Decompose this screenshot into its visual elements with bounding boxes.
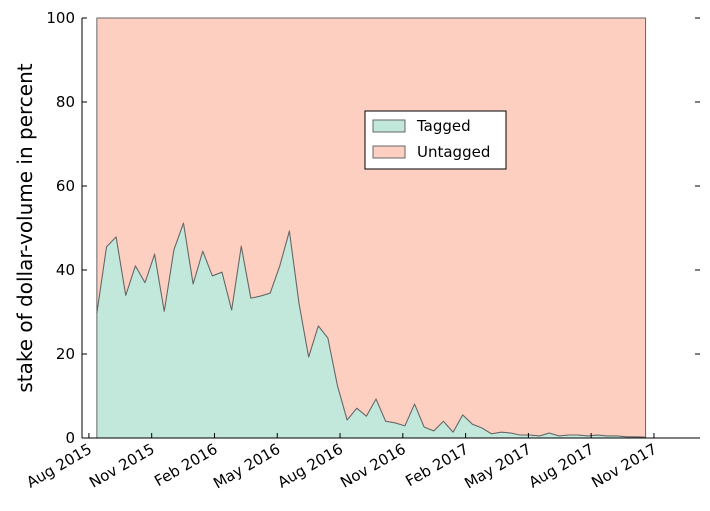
legend: Tagged Untagged	[364, 110, 507, 170]
y-axis-label: stake of dollar-volume in percent	[13, 63, 37, 392]
x-tick-label: Nov 2016	[337, 440, 409, 492]
legend-label: Untagged	[417, 143, 490, 161]
legend-swatch	[372, 145, 406, 159]
x-tick-label: May 2016	[210, 440, 283, 493]
legend-label: Tagged	[416, 117, 471, 135]
x-tick-label: Nov 2015	[86, 440, 158, 492]
x-tick-label: Feb 2017	[402, 440, 471, 490]
y-tick-label: 100	[46, 9, 75, 27]
y-tick-label: 0	[65, 429, 75, 447]
x-tick-label: Feb 2016	[151, 440, 220, 490]
x-tick-label: Nov 2017	[588, 440, 660, 492]
y-tick-label: 40	[56, 261, 75, 279]
x-tick-label: May 2017	[461, 440, 534, 493]
x-tick-label: Aug 2015	[23, 440, 95, 492]
x-tick-label: Aug 2016	[274, 440, 346, 492]
y-tick-label: 80	[56, 93, 75, 111]
area	[96, 17, 647, 438]
y-tick-label: 60	[56, 177, 75, 195]
legend-swatch	[372, 119, 406, 133]
y-tick-label: 20	[56, 345, 75, 363]
x-tick-label: Aug 2017	[526, 440, 598, 492]
